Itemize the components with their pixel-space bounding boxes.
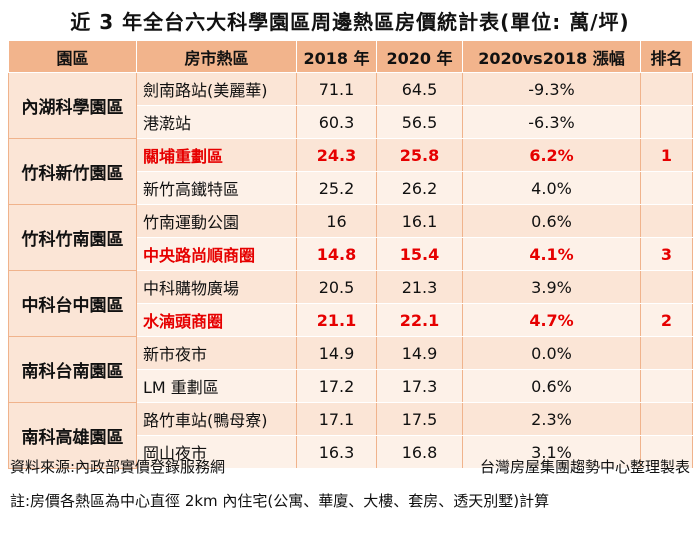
- change-cell: 6.2%: [462, 138, 641, 172]
- district-cell: 水湳頭商圈: [136, 303, 297, 337]
- rank-cell: 1: [640, 138, 693, 172]
- header-park: 園區: [8, 40, 137, 73]
- change-cell: 4.7%: [462, 303, 641, 337]
- district-cell: 新竹高鐵特區: [136, 171, 297, 205]
- rank-cell: [640, 270, 693, 304]
- park-name: 竹科竹南園區: [8, 204, 137, 271]
- park-name: 內湖科學園區: [8, 72, 137, 139]
- district-cell: 中科購物廣場: [136, 270, 297, 304]
- note-text: 註:房價各熱區為中心直徑 2km 內住宅(公寓、華廈、大樓、套房、透天別墅)計算: [10, 492, 550, 510]
- rank-cell: [640, 336, 693, 370]
- header-rank: 排名: [640, 40, 693, 73]
- rank-cell: [640, 402, 693, 436]
- table-row: 港漧站 60.3 56.5 -6.3%: [9, 105, 693, 139]
- price-2020-cell: 26.2: [376, 171, 463, 205]
- table-body: 內湖科學園區 劍南路站(美麗華) 71.1 64.5 -9.3% 港漧站 60.3 56.5-…: [8, 72, 693, 469]
- price-2020-cell: 22.1: [376, 303, 463, 337]
- price-2020-cell: 21.3: [376, 270, 463, 304]
- price-2018-cell: 17.2: [296, 369, 377, 403]
- header-district: 房市熱區: [136, 40, 297, 73]
- table-row: 南科台南園區 新市夜市 14.9 14.9 0.0%: [8, 336, 693, 403]
- price-2018-cell: 17.1: [296, 402, 377, 436]
- change-cell: 0.6%: [462, 204, 641, 238]
- header-change: 2020vs2018 漲幅: [462, 40, 641, 73]
- price-2020-cell: 16.8: [376, 435, 463, 469]
- price-2018-cell: 21.1: [296, 303, 377, 337]
- park-name: 南科高雄園區: [8, 402, 137, 469]
- producer-text: 台灣房屋集團趨勢中心整理製表: [479, 458, 690, 476]
- price-2018-cell: 25.2: [296, 171, 377, 205]
- table-row: 竹科竹南園區 竹南運動公園 16 16.1 0.6%: [8, 204, 693, 271]
- table-row: 水湳頭商圈 21.1 22.1 4.7% 2: [9, 303, 693, 337]
- rank-cell: [640, 435, 693, 469]
- change-cell: -6.3%: [462, 105, 641, 139]
- header-2018: 2018 年: [296, 40, 377, 73]
- price-2020-cell: 56.5: [376, 105, 463, 139]
- footer: 資料來源:內政部實價登錄服務網 台灣房屋集團趨勢中心整理製表: [10, 456, 690, 480]
- table-row: 南科高雄園區 路竹車站(鴨母寮) 17.1 17.5 2.3%: [8, 402, 693, 469]
- price-2020-cell: 14.9: [376, 336, 463, 370]
- district-cell: 新市夜市: [136, 336, 297, 370]
- table-row: 新竹高鐵特區 25.2 26.2 4.0%: [9, 171, 693, 205]
- change-cell: 4.0%: [462, 171, 641, 205]
- price-2018-cell: 16: [296, 204, 377, 238]
- price-2020-cell: 25.8: [376, 138, 463, 172]
- rank-cell: 2: [640, 303, 693, 337]
- price-2020-cell: 64.5: [376, 72, 463, 106]
- change-cell: 3.1%: [462, 435, 641, 469]
- change-cell: 4.1%: [462, 237, 641, 271]
- header-2020: 2020 年: [376, 40, 463, 73]
- district-cell: 港漧站: [136, 105, 297, 139]
- price-table: 園區 房市熱區 2018 年 2020 年 2020vs2018 漲幅 排名 內…: [8, 40, 693, 469]
- price-2018-cell: 16.3: [296, 435, 377, 469]
- price-2018-cell: 71.1: [296, 72, 377, 106]
- price-2018-cell: 20.5: [296, 270, 377, 304]
- district-cell: 路竹車站(鴨母寮): [136, 402, 297, 436]
- price-2020-cell: 15.4: [376, 237, 463, 271]
- price-2018-cell: 24.3: [296, 138, 377, 172]
- price-2018-cell: 14.9: [296, 336, 377, 370]
- district-cell: 中央路尚順商圈: [136, 237, 297, 271]
- rank-cell: [640, 171, 693, 205]
- rank-cell: [640, 204, 693, 238]
- table-title: 近 3 年全台六大科學園區周邊熱區房價統計表(單位: 萬/坪): [70, 10, 630, 34]
- change-cell: 0.0%: [462, 336, 641, 370]
- change-cell: -9.3%: [462, 72, 641, 106]
- price-2018-cell: 60.3: [296, 105, 377, 139]
- rank-cell: 3: [640, 237, 693, 271]
- header-row: 園區 房市熱區 2018 年 2020 年 2020vs2018 漲幅 排名: [8, 40, 693, 73]
- price-2020-cell: 17.3: [376, 369, 463, 403]
- park-name: 竹科新竹園區: [8, 138, 137, 205]
- district-cell: 劍南路站(美麗華): [136, 72, 297, 106]
- rank-cell: [640, 105, 693, 139]
- rank-cell: [640, 72, 693, 106]
- price-2020-cell: 17.5: [376, 402, 463, 436]
- change-cell: 0.6%: [462, 369, 641, 403]
- table-row: LM 重劃區 17.2 17.3 0.6%: [9, 369, 693, 403]
- park-name: 南科台南園區: [8, 336, 137, 403]
- table-row: 岡山夜市 16.3 16.8 3.1%: [9, 435, 693, 469]
- source-text: 資料來源:內政部實價登錄服務網: [10, 458, 226, 476]
- change-cell: 2.3%: [462, 402, 641, 436]
- table-row: 竹科新竹園區 關埔重劃區 24.3 25.8 6.2% 1: [8, 138, 693, 205]
- table-row: 中央路尚順商圈 14.8 15.4 4.1% 3: [9, 237, 693, 271]
- table-row: 內湖科學園區 劍南路站(美麗華) 71.1 64.5 -9.3%: [8, 72, 693, 139]
- district-cell: 岡山夜市: [136, 435, 297, 469]
- district-cell: 竹南運動公園: [136, 204, 297, 238]
- price-2020-cell: 16.1: [376, 204, 463, 238]
- district-cell: 關埔重劃區: [136, 138, 297, 172]
- change-cell: 3.9%: [462, 270, 641, 304]
- price-2018-cell: 14.8: [296, 237, 377, 271]
- rank-cell: [640, 369, 693, 403]
- park-name: 中科台中園區: [8, 270, 137, 337]
- district-cell: LM 重劃區: [136, 369, 297, 403]
- table-row: 中科台中園區 中科購物廣場 20.5 21.3 3.9%: [8, 270, 693, 337]
